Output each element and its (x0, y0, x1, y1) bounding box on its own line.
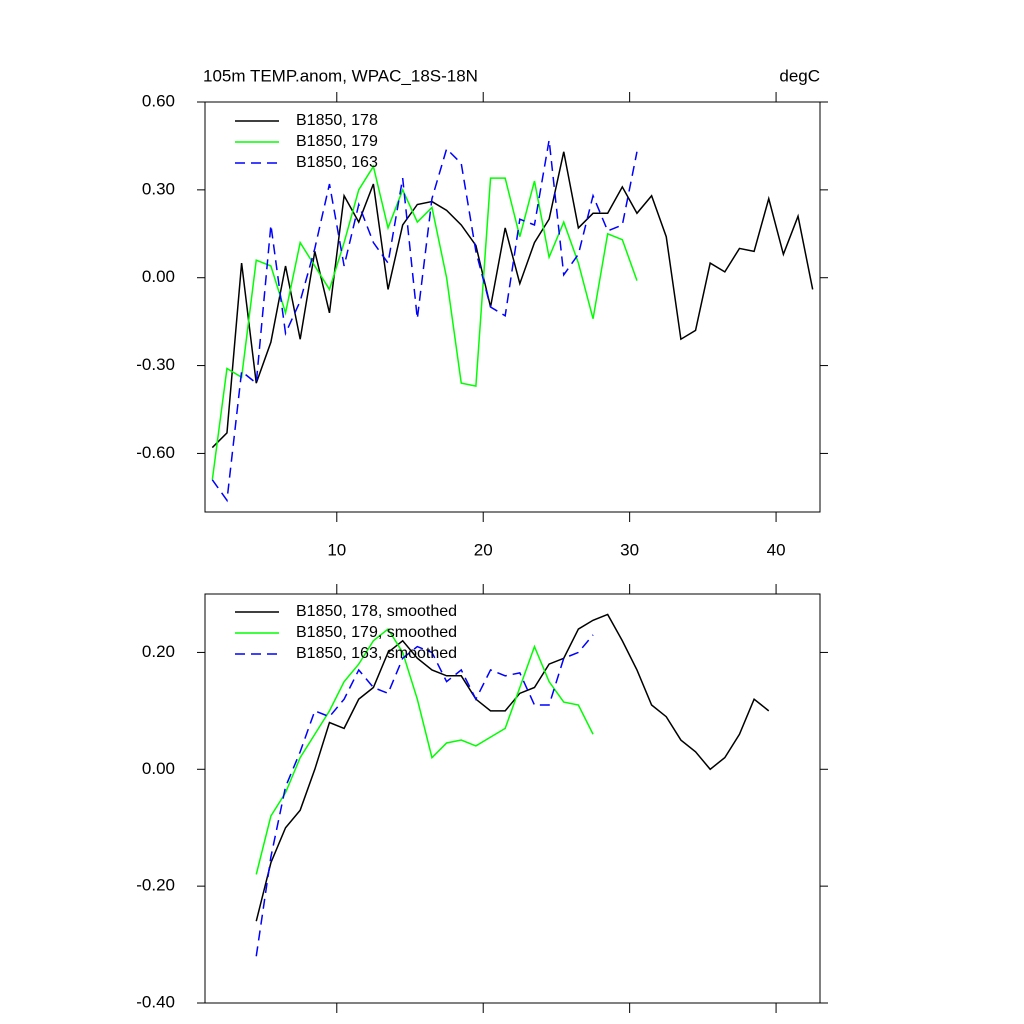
y-tick-label: 0.60 (142, 91, 175, 110)
legend-label: B1850, 163 (296, 154, 378, 171)
series-line (211, 139, 638, 503)
y-tick-label: -0.40 (136, 992, 175, 1011)
x-tick-label: 40 (767, 540, 786, 559)
y-tick-label: -0.60 (136, 443, 175, 462)
chart-title: 105m TEMP.anom, WPAC_18S-18N (203, 66, 478, 85)
legend-label: B1850, 179 (296, 133, 378, 150)
units-label: degC (779, 66, 820, 85)
series-line (211, 164, 638, 480)
legend-label: B1850, 178, smoothed (296, 603, 457, 620)
x-tick-label: 30 (620, 540, 639, 559)
plot-frame (204, 101, 821, 513)
y-tick-label: 0.30 (142, 179, 175, 198)
y-tick-label: 0.00 (142, 759, 175, 778)
series-line (255, 613, 770, 922)
series-line (211, 151, 814, 449)
legend-label: B1850, 163, smoothed (296, 645, 457, 662)
series-line (255, 634, 594, 957)
y-tick-label: 0.20 (142, 642, 175, 661)
y-tick-label: -0.30 (136, 355, 175, 374)
x-tick-label: 20 (474, 540, 493, 559)
y-tick-label: 0.00 (142, 267, 175, 286)
series-line (255, 627, 594, 875)
legend-label: B1850, 178 (296, 112, 378, 129)
legend-label: B1850, 179, smoothed (296, 624, 457, 641)
x-tick-label: 10 (327, 540, 346, 559)
plot-frame (204, 593, 821, 1004)
y-tick-label: -0.20 (136, 876, 175, 895)
